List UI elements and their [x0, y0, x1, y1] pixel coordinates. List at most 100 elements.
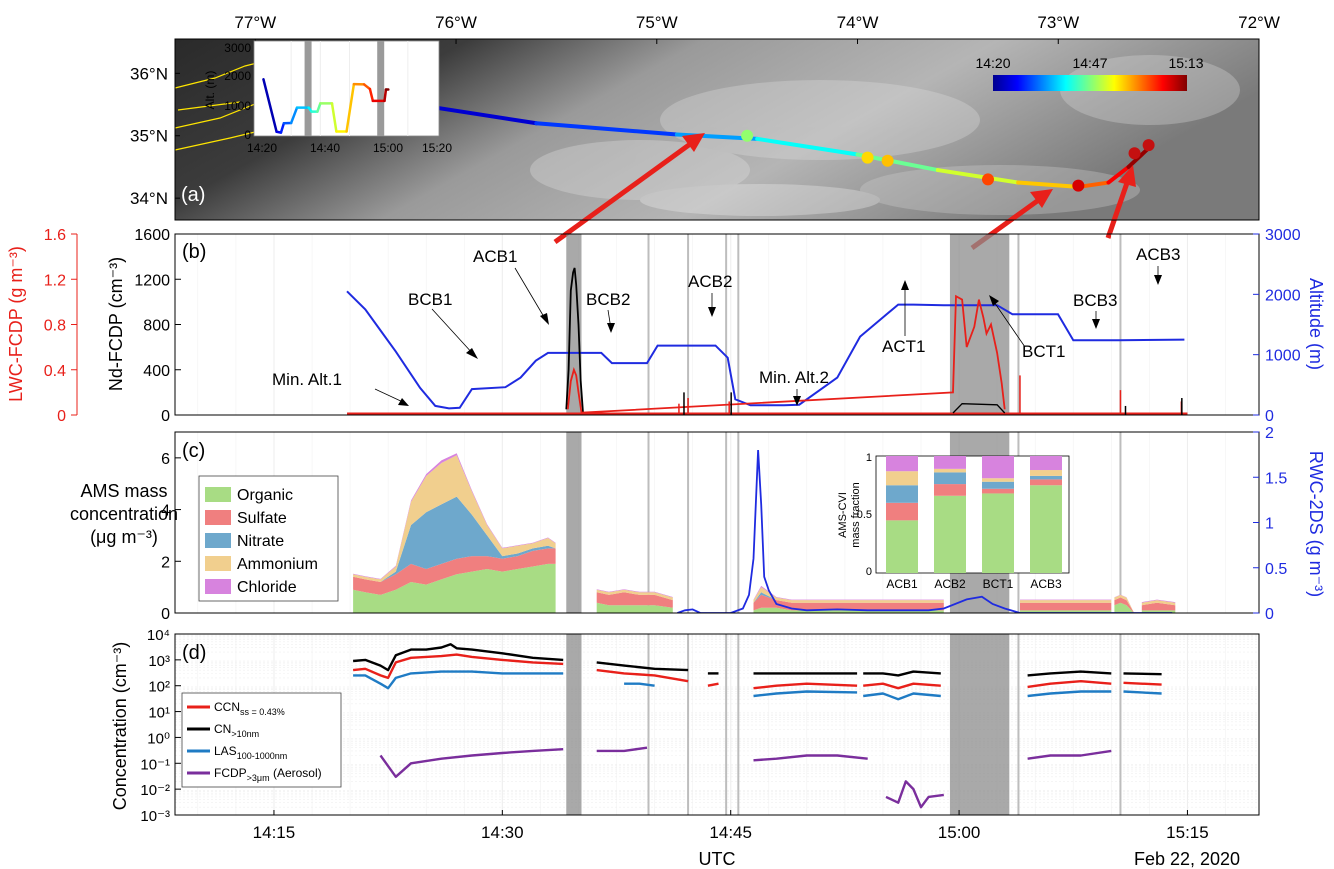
nd-tick-2: 800: [143, 318, 170, 335]
track-segment-3: [755, 136, 860, 157]
track-segment-6: [1016, 180, 1081, 189]
inset-segment-15: [368, 87, 375, 103]
inset-segment-10: [330, 102, 338, 133]
concentration-lines: [352, 643, 1162, 809]
inset-altitude-line: [262, 78, 390, 134]
annotation-bcb2: BCB2: [586, 290, 630, 309]
log-tick-2: 10⁻¹: [140, 756, 170, 773]
longitude-ticks: 77°W 76°W 75°W 74°W 73°W 72°W: [234, 13, 1280, 44]
legend-ammonium: Ammonium: [237, 556, 318, 573]
fcdp-segment-4: [1027, 749, 1112, 760]
track-segment-5: [935, 168, 1021, 185]
legend-swatch-nitrate: [205, 533, 231, 548]
las-segment-2: [753, 690, 858, 698]
arrow-acb1: [553, 139, 695, 245]
track-marker-6: [1142, 139, 1155, 152]
ams-ammonium-area-4: [1114, 594, 1135, 613]
ccn-segment-6: [1123, 681, 1162, 686]
annotation-acb3: ACB3: [1136, 245, 1180, 264]
time-axis-label: UTC: [699, 849, 736, 869]
nd-tick-1: 400: [143, 363, 170, 380]
inset-xtick-3: 15:20: [422, 141, 452, 155]
nd-axis-ticks: 0 400 800 1200 1600: [134, 227, 181, 425]
flight-leg-annotations: BCB1 ACB1 BCB2 ACB2 Min. Alt.1 Min. Alt.…: [272, 245, 1180, 406]
legend-las: LAS100-1000nm: [214, 744, 287, 761]
time-colorbar: [993, 75, 1187, 91]
ams-chloride-area-3: [1020, 599, 1112, 601]
panel-d: (d) 10⁻³ 10⁻² 10⁻¹ 10⁰ 10¹ 10² 10³ 10⁴ Concentr…: [110, 627, 1260, 869]
ams-tick-2: 4: [161, 503, 170, 520]
altitude-axis-ticks: 0 1000 2000 3000: [1253, 227, 1301, 425]
inset-ytick-1: 1000: [224, 99, 251, 113]
rwc-axis-label: RWC-2DS (g m⁻³): [1306, 451, 1326, 597]
annotation-bcb3: BCB3: [1073, 291, 1117, 310]
annotation-bcb1: BCB1: [408, 290, 452, 309]
ams-ammonium-area-3: [1020, 600, 1112, 603]
shaded-period-1: [949, 234, 1010, 415]
legend-fcdp: FCDP>3μm (Aerosol): [214, 766, 322, 783]
rwc-tick-4: 2: [1265, 425, 1274, 442]
ams-sulfate-area-2: [753, 594, 944, 611]
panel-c-label: (c): [182, 440, 205, 462]
nd-tick-3: 1200: [134, 272, 170, 289]
rwc-tick-3: 1.5: [1265, 470, 1287, 487]
altitude-inset: Alt. (m) 0 1000 2000 3000 14:20 14:40 15…: [203, 40, 452, 155]
annotation-acb2: ACB2: [688, 272, 732, 291]
ams-axis-ticks: 0 2 4 6: [161, 451, 181, 623]
las-segment-1: [624, 682, 655, 687]
inset-cat-acb1: ACB1: [886, 577, 918, 591]
track-marker-3: [982, 173, 994, 186]
lon-label-3: 74°W: [837, 13, 879, 32]
ccn-segment-0: [352, 653, 564, 680]
panel-a: 77°W 76°W 75°W 74°W 73°W 72°W 36°N 35°N 34°N (a…: [130, 13, 1280, 251]
inset-bar-bct1-chloride: [982, 456, 1014, 479]
legend-sulfate: Sulfate: [237, 510, 287, 527]
inset-bar-acb2-ammonium: [934, 468, 966, 473]
inset-segment-4: [289, 106, 299, 125]
track-segment-8: [1106, 164, 1131, 185]
inset-cat-acb3: ACB3: [1030, 577, 1062, 591]
rwc-tick-1: 0.5: [1265, 561, 1287, 578]
inset-segment-0: [262, 78, 278, 133]
fcdp-segment-0: [379, 748, 564, 778]
time-tick-3: 15:00: [938, 823, 981, 842]
inset-bar-acb1-organic: [886, 520, 918, 573]
ams-stacked-areas: [353, 453, 1176, 613]
inset-segment-17: [383, 88, 388, 103]
inset-bar-acb1-ammonium: [886, 471, 918, 486]
legend-cn: CN>10nm: [214, 722, 259, 739]
cn-segment-4: [863, 670, 941, 677]
inset-bar-acb2-chloride: [934, 456, 966, 469]
rwc-tick-2: 1: [1265, 516, 1274, 533]
coastline: [174, 44, 331, 151]
inset-ytick-0: 0: [866, 566, 872, 578]
inset-bar-acb2-nitrate: [934, 472, 966, 485]
legend-swatch-organic: [205, 487, 231, 502]
inset-ylabel: Alt. (m): [203, 71, 217, 110]
ams-organic-area-1: [596, 602, 673, 613]
lat-label-1: 35°N: [130, 127, 168, 146]
inset-bar-acb3-chloride: [1030, 456, 1062, 471]
time-axis-ticks: 14:15 14:30 14:45 15:00 15:15: [253, 810, 1209, 842]
shaded-period-0: [566, 234, 582, 415]
panel-a-label: (a): [181, 184, 205, 206]
ams-ammonium-area-5: [1141, 600, 1176, 606]
inset-bar-acb1-nitrate: [886, 485, 918, 503]
inset-bar-acb2-organic: [934, 495, 966, 573]
cn-segment-1: [596, 661, 689, 672]
cn-segment-6: [1123, 672, 1162, 676]
lwc-tick-1: 0.4: [44, 363, 66, 380]
concentration-axis-label: Concentration (cm⁻³): [110, 642, 130, 811]
inset-bar-bct1-organic: [982, 493, 1014, 573]
panel-b-label: (b): [182, 241, 206, 263]
inset-bar-bct1-nitrate: [982, 481, 1014, 489]
ams-sulfate-area-3: [1020, 602, 1112, 611]
inset-bar-acb3-sulfate: [1030, 479, 1062, 486]
rwc-axis-ticks: 0 0.5 1 1.5 2: [1253, 425, 1287, 623]
ams-sulfate-area-1: [596, 592, 673, 608]
lon-label-0: 77°W: [234, 13, 276, 32]
inset-bar-bct1-sulfate: [982, 488, 1014, 494]
nd-tick-4: 1600: [134, 227, 170, 244]
time-tick-1: 14:30: [481, 823, 524, 842]
